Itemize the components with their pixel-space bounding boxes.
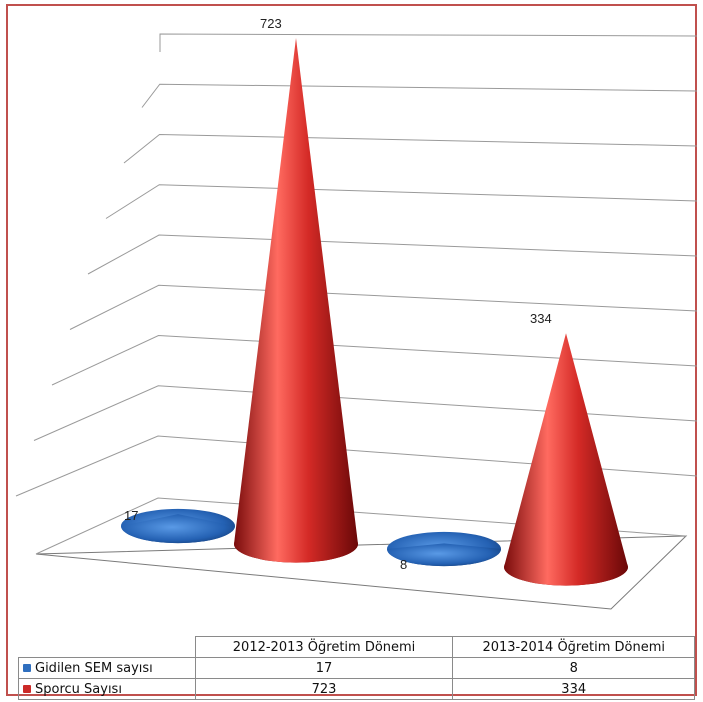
table-cell: 723 xyxy=(194,678,454,700)
data-label-sporcu-1: 723 xyxy=(260,16,282,31)
gridline xyxy=(105,184,698,219)
gridline xyxy=(141,83,698,108)
gridline xyxy=(87,234,698,275)
chart-plot: 17 723 8 334 xyxy=(15,16,698,610)
table-col-header: 2013-2014 Öğretim Dönemi xyxy=(452,636,695,658)
table-row: Gidilen SEM sayısı 17 8 xyxy=(18,657,695,679)
table-row: Sporcu Sayısı 723 334 xyxy=(18,678,695,700)
cone-body xyxy=(121,514,235,544)
legend-key-sem xyxy=(23,663,31,672)
cone-sporcu-1 xyxy=(234,38,358,563)
cone-sem-1 xyxy=(121,508,235,544)
gridline xyxy=(15,435,698,497)
data-label-sem-1: 17 xyxy=(124,508,138,523)
data-table: 2012-2013 Öğretim Dönemi 2013-2014 Öğret… xyxy=(18,636,695,700)
gridline xyxy=(123,133,698,164)
floor-edge xyxy=(35,497,687,555)
data-label-sporcu-2: 334 xyxy=(530,311,552,326)
table-header-row: 2012-2013 Öğretim Dönemi 2013-2014 Öğret… xyxy=(18,636,695,658)
cone-body xyxy=(387,543,501,567)
table-col-header: 2012-2013 Öğretim Dönemi xyxy=(194,636,454,658)
table-corner xyxy=(18,636,196,658)
gridline xyxy=(51,334,698,386)
data-label-sem-2: 8 xyxy=(400,557,407,572)
legend-label-sem: Gidilen SEM sayısı xyxy=(35,660,153,676)
cone-sem-2 xyxy=(387,531,501,567)
cone-body xyxy=(234,38,358,563)
cone-sporcu-2 xyxy=(504,333,628,586)
table-row-header: Sporcu Sayısı xyxy=(18,678,196,700)
chart-frame: 17 723 8 334 2012-2013 Öğretim Dönemi 2013-… xyxy=(6,4,698,700)
gridline xyxy=(159,33,698,52)
legend-key-sporcu xyxy=(23,684,31,693)
gridline xyxy=(69,284,698,330)
gridline xyxy=(33,385,698,441)
table-cell: 334 xyxy=(452,678,695,700)
table-row-header: Gidilen SEM sayısı xyxy=(18,657,196,679)
legend-label-sporcu: Sporcu Sayısı xyxy=(35,681,122,697)
cone-body xyxy=(504,333,628,586)
table-cell: 17 xyxy=(194,657,454,679)
table-cell: 8 xyxy=(452,657,695,679)
